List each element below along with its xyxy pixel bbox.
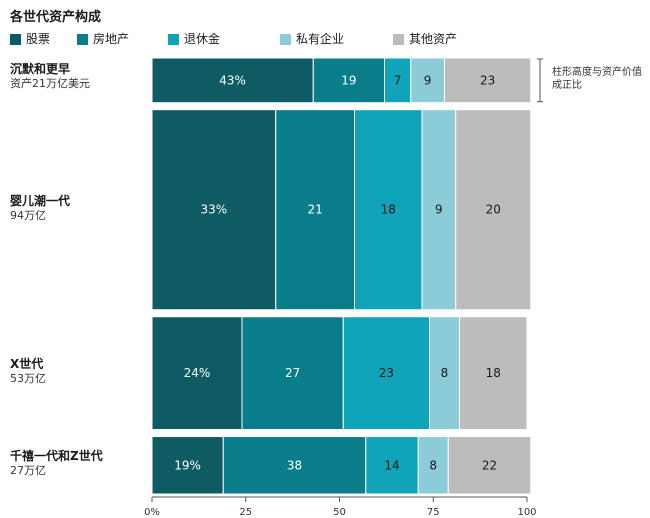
bar-segment bbox=[444, 57, 532, 104]
data-label: 8 bbox=[441, 366, 449, 380]
bar-segment bbox=[275, 109, 355, 311]
row-label: 婴儿潮一代 94万亿 bbox=[10, 194, 150, 223]
chart-title: 各世代资产构成 bbox=[10, 10, 102, 25]
legend-label: 其他资产 bbox=[409, 32, 458, 46]
chart-annotation: 柱形高度与资产价值成正比 bbox=[552, 67, 642, 91]
data-label: 20 bbox=[486, 203, 501, 217]
x-tick-label: 50 bbox=[333, 507, 346, 518]
data-label: 21 bbox=[307, 203, 322, 217]
data-label: 22 bbox=[482, 458, 497, 472]
bar-segment bbox=[151, 436, 224, 495]
data-label: 33% bbox=[201, 203, 228, 217]
legend-label: 退休金 bbox=[184, 32, 221, 46]
bar-segment bbox=[417, 436, 449, 495]
row-label-total: 53万亿 bbox=[10, 372, 46, 386]
legend-swatch bbox=[393, 34, 404, 45]
x-tick-label: 100 bbox=[517, 507, 536, 518]
bar-segment bbox=[365, 436, 419, 495]
bar-segment bbox=[312, 57, 385, 104]
data-label: 43% bbox=[219, 73, 246, 87]
bar-segment bbox=[151, 57, 314, 104]
bar-segment bbox=[447, 436, 532, 495]
row-label-name: X世代 bbox=[10, 357, 44, 372]
legend-swatch bbox=[168, 34, 179, 45]
legend-swatch bbox=[77, 34, 88, 45]
row-labels: 沉默和更早 资产21万亿美元 婴儿潮一代 94万亿 X世代 53万亿 千禧一代和Z世代 27万… bbox=[10, 0, 150, 518]
bar-segment bbox=[459, 316, 528, 431]
data-label: 8 bbox=[429, 458, 437, 472]
data-label: 9 bbox=[424, 73, 432, 87]
legend-swatch bbox=[280, 34, 291, 45]
row-label: 千禧一代和Z世代 27万亿 bbox=[10, 449, 150, 478]
data-label: 23 bbox=[480, 73, 495, 87]
row-label-name: 婴儿潮一代 bbox=[10, 193, 71, 208]
bar-segment bbox=[421, 109, 457, 311]
legend-swatch bbox=[10, 34, 21, 45]
data-label: 9 bbox=[435, 203, 443, 217]
bar-segment bbox=[429, 316, 460, 431]
bar-segment bbox=[151, 316, 243, 431]
data-label: 23 bbox=[379, 366, 394, 380]
bar-segment bbox=[410, 57, 445, 104]
x-tick-label: 75 bbox=[427, 507, 440, 518]
data-label: 19% bbox=[174, 458, 201, 472]
data-label: 24% bbox=[184, 366, 211, 380]
data-label: 7 bbox=[394, 73, 402, 87]
bar-segment bbox=[354, 109, 423, 311]
row-label-total: 94万亿 bbox=[10, 208, 46, 222]
legend-label: 私有企业 bbox=[296, 32, 345, 46]
x-tick-label: 25 bbox=[239, 507, 252, 518]
row-label-total: 资产21万亿美元 bbox=[10, 77, 90, 90]
data-label: 14 bbox=[384, 458, 399, 472]
bar-segment bbox=[151, 109, 277, 311]
bar-segment bbox=[241, 316, 344, 431]
bar-segment bbox=[342, 316, 430, 431]
data-label: 38 bbox=[287, 458, 302, 472]
data-label: 19 bbox=[341, 73, 356, 87]
x-tick-label: 0% bbox=[144, 507, 160, 518]
row-label-total: 27万亿 bbox=[10, 464, 46, 478]
data-label: 27 bbox=[285, 366, 300, 380]
legend-label: 股票 bbox=[26, 32, 51, 46]
bar-segment bbox=[455, 109, 532, 311]
row-label: 沉默和更早 资产21万亿美元 bbox=[10, 62, 150, 91]
row-label-name: 千禧一代和Z世代 bbox=[10, 449, 103, 464]
row-label-name: 沉默和更早 bbox=[10, 62, 71, 76]
legend-label: 房地产 bbox=[93, 32, 130, 46]
row-label: X世代 53万亿 bbox=[10, 357, 150, 386]
data-label: 18 bbox=[381, 203, 396, 217]
bar-segment bbox=[384, 57, 412, 104]
data-label: 18 bbox=[486, 366, 501, 380]
